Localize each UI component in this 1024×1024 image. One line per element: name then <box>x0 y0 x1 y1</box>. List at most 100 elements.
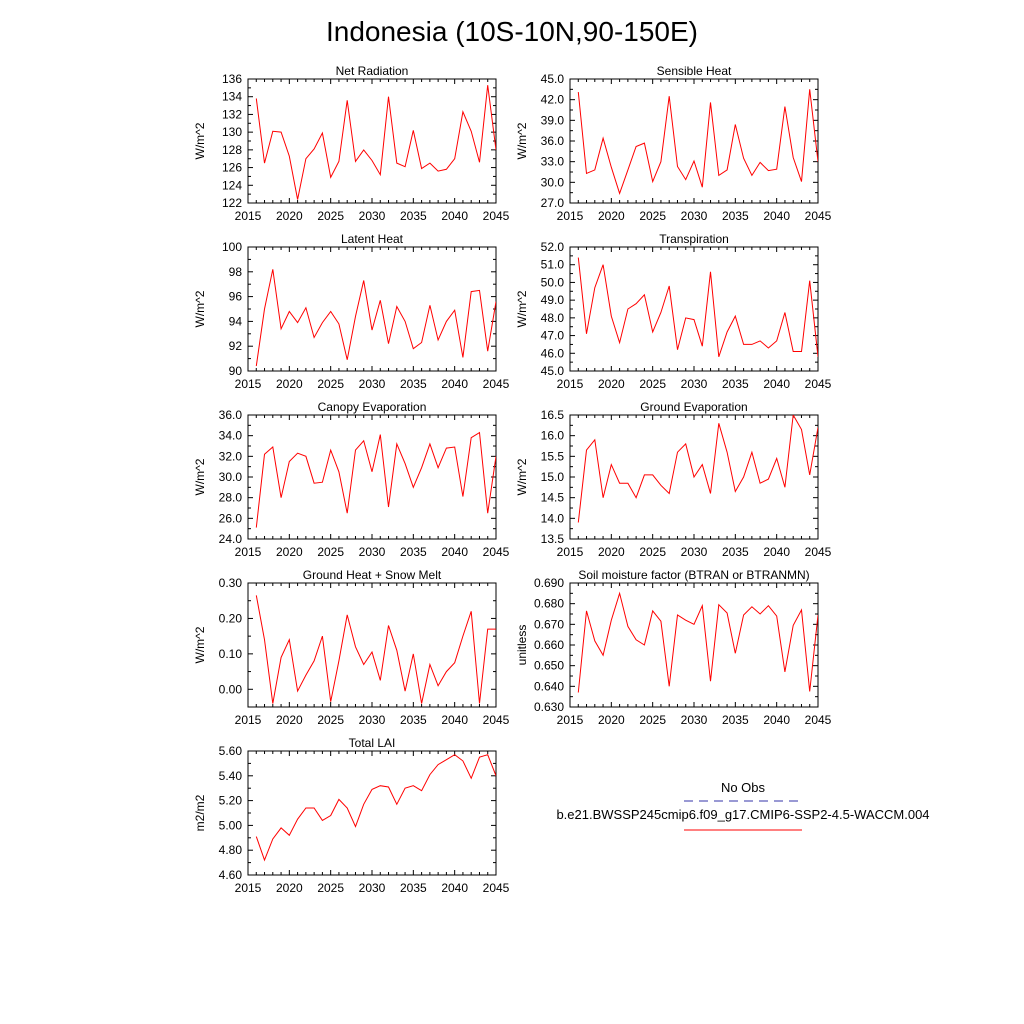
y-axis-label: W/m^2 <box>515 458 529 495</box>
x-tick-label: 2040 <box>763 377 790 391</box>
y-tick-label: 128 <box>222 143 242 157</box>
y-tick-label: 16.5 <box>541 408 565 422</box>
y-tick-label: 136 <box>222 72 242 86</box>
y-tick-label: 15.5 <box>541 449 565 463</box>
y-tick-label: 46.0 <box>541 346 565 360</box>
x-tick-label: 2045 <box>805 377 832 391</box>
y-tick-label: 32.0 <box>219 449 243 463</box>
y-tick-label: 126 <box>222 161 242 175</box>
series-line-net-radiation <box>255 85 496 200</box>
panel-soil-moisture-factor-btran-or-btranmn: Soil moisture factor (BTRAN or BTRANMN) u… <box>515 568 832 727</box>
panel-title: Ground Evaporation <box>640 400 747 414</box>
x-tick-label: 2035 <box>400 881 427 895</box>
x-tick-label: 2015 <box>557 377 584 391</box>
y-tick-label: 124 <box>222 178 242 192</box>
x-tick-label: 2035 <box>722 209 749 223</box>
panel-title: Latent Heat <box>341 232 404 246</box>
x-tick-label: 2045 <box>805 545 832 559</box>
series-line-latent-heat <box>255 269 496 367</box>
x-tick-label: 2025 <box>317 545 344 559</box>
y-tick-label: 48.0 <box>541 311 565 325</box>
x-tick-label: 2040 <box>441 545 468 559</box>
y-tick-label: 90 <box>229 364 243 378</box>
y-tick-label: 5.60 <box>219 744 243 758</box>
series-line-ground-heat-snow-melt <box>255 595 496 704</box>
y-tick-label: 39.0 <box>541 113 565 127</box>
x-tick-label: 2030 <box>359 209 386 223</box>
y-tick-label: 52.0 <box>541 240 565 254</box>
x-tick-label: 2020 <box>276 881 303 895</box>
y-tick-label: 30.0 <box>219 470 243 484</box>
x-tick-label: 2035 <box>400 545 427 559</box>
x-tick-label: 2020 <box>598 713 625 727</box>
y-axis-label: W/m^2 <box>515 122 529 159</box>
series-line-transpiration <box>577 257 818 357</box>
plot-frame <box>247 78 497 204</box>
panel-title: Sensible Heat <box>657 64 732 78</box>
x-tick-label: 2030 <box>359 881 386 895</box>
y-axis-label: unitless <box>515 625 529 666</box>
x-tick-label: 2045 <box>483 545 510 559</box>
x-tick-label: 2045 <box>483 209 510 223</box>
series-line-sensible-heat <box>577 89 818 195</box>
x-tick-label: 2035 <box>722 545 749 559</box>
legend: No Obs b.e21.BWSSP245cmip6.f09_g17.CMIP6… <box>556 780 930 831</box>
x-tick-label: 2025 <box>639 209 666 223</box>
y-tick-label: 30.0 <box>541 175 565 189</box>
x-tick-label: 2040 <box>441 881 468 895</box>
y-tick-label: 4.80 <box>219 843 243 857</box>
y-axis-label: W/m^2 <box>193 290 207 327</box>
y-tick-label: 34.0 <box>219 429 243 443</box>
plot-frame <box>569 246 819 372</box>
series-line-soil-moisture-factor-btran-or-btranmn <box>577 591 818 693</box>
y-tick-label: 27.0 <box>541 196 565 210</box>
x-tick-label: 2025 <box>317 377 344 391</box>
x-tick-label: 2030 <box>681 209 708 223</box>
legend-model-label: b.e21.BWSSP245cmip6.f09_g17.CMIP6-SSP2-4… <box>556 807 929 822</box>
panel-canopy-evaporation: Canopy Evaporation W/m^2 2015 2020 2025 2030 2… <box>193 400 510 559</box>
y-tick-label: 5.00 <box>219 818 243 832</box>
x-tick-label: 2025 <box>317 209 344 223</box>
y-axis-label: m2/m2 <box>193 794 207 831</box>
y-tick-label: 50.0 <box>541 275 565 289</box>
y-tick-label: 36.0 <box>541 134 565 148</box>
y-tick-label: 0.10 <box>219 647 243 661</box>
x-tick-label: 2040 <box>763 545 790 559</box>
x-tick-label: 2035 <box>400 713 427 727</box>
y-tick-label: 0.00 <box>219 682 243 696</box>
x-tick-label: 2020 <box>276 713 303 727</box>
x-tick-label: 2045 <box>483 713 510 727</box>
y-tick-label: 51.0 <box>541 258 565 272</box>
x-tick-label: 2045 <box>805 209 832 223</box>
y-tick-label: 5.20 <box>219 794 243 808</box>
x-tick-label: 2015 <box>557 209 584 223</box>
y-tick-label: 0.670 <box>534 617 564 631</box>
x-tick-label: 2040 <box>441 713 468 727</box>
series-line-ground-evaporation <box>577 415 818 523</box>
panel-title: Total LAI <box>349 736 396 750</box>
series-line-total-lai <box>255 754 496 862</box>
y-tick-label: 47.0 <box>541 329 565 343</box>
y-tick-label: 0.680 <box>534 597 564 611</box>
x-tick-label: 2030 <box>359 545 386 559</box>
panel-transpiration: Transpiration W/m^2 2015 2020 2025 2030 2035 20… <box>515 232 832 391</box>
plot-frame <box>247 246 497 372</box>
y-tick-label: 45.0 <box>541 72 565 86</box>
main-title: Indonesia (10S-10N,90-150E) <box>326 16 698 47</box>
x-tick-label: 2020 <box>276 209 303 223</box>
y-tick-label: 45.0 <box>541 364 565 378</box>
panel-title: Soil moisture factor (BTRAN or BTRANMN) <box>578 568 809 582</box>
y-tick-label: 49.0 <box>541 293 565 307</box>
y-tick-label: 26.0 <box>219 511 243 525</box>
y-tick-label: 4.60 <box>219 868 243 882</box>
x-tick-label: 2025 <box>639 377 666 391</box>
panel-title: Net Radiation <box>336 64 409 78</box>
x-tick-label: 2045 <box>483 881 510 895</box>
y-tick-label: 0.650 <box>534 659 564 673</box>
x-tick-label: 2025 <box>639 713 666 727</box>
x-tick-label: 2040 <box>441 377 468 391</box>
y-tick-label: 24.0 <box>219 532 243 546</box>
y-tick-label: 0.640 <box>534 679 564 693</box>
x-tick-label: 2015 <box>557 713 584 727</box>
y-tick-label: 42.0 <box>541 93 565 107</box>
